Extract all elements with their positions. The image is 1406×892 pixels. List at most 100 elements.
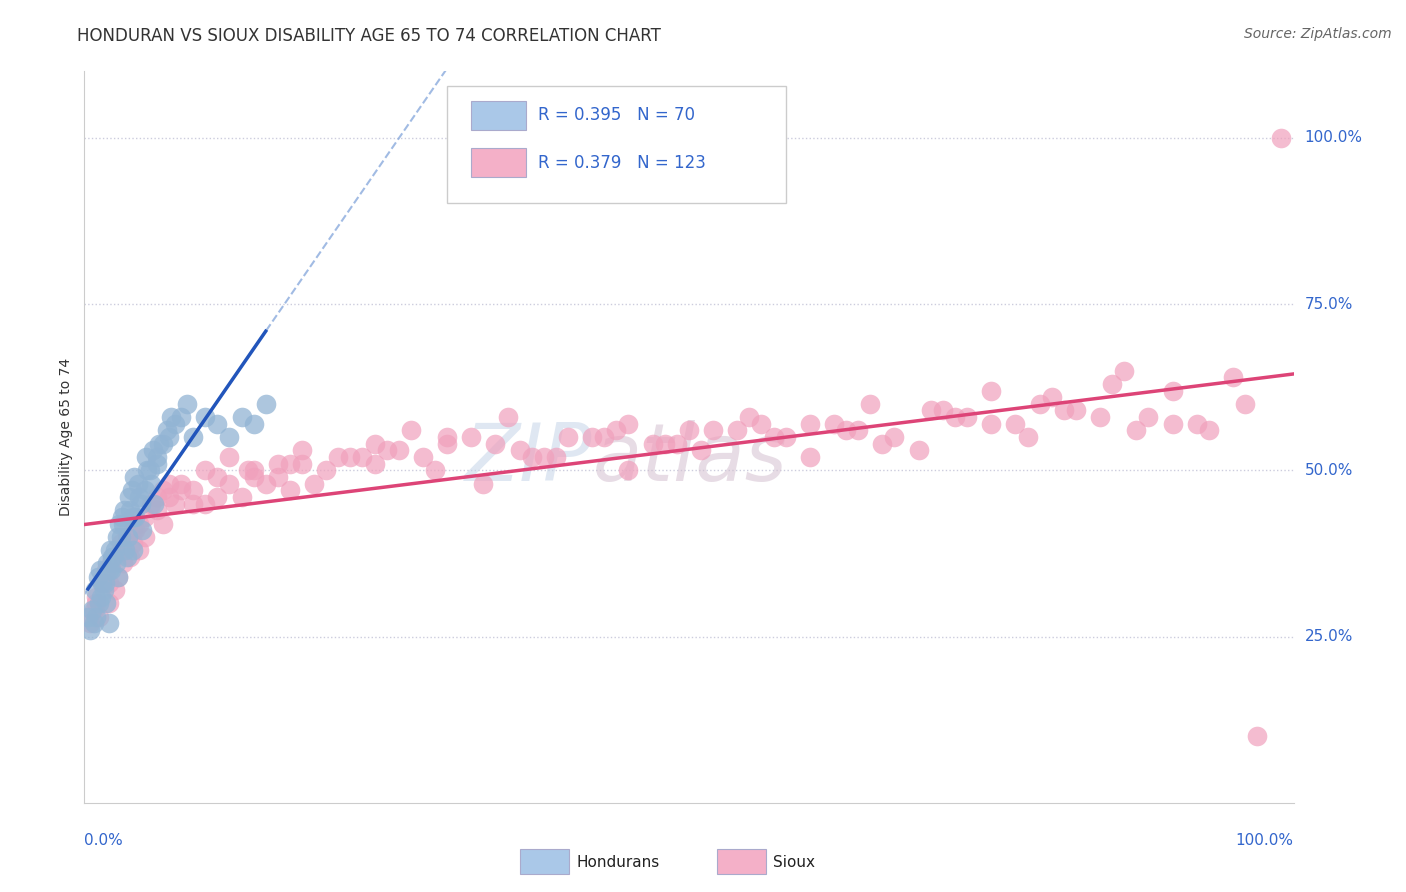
Point [665,436,688,450]
Point [460,430,482,444]
Point [1040,390,1063,404]
Point [157,476,180,491]
Text: HONDURAN VS SIOUX DISABILITY AGE 65 TO 74 CORRELATION CHART: HONDURAN VS SIOUX DISABILITY AGE 65 TO 7… [77,27,661,45]
Point [181,497,204,511]
Point [496,410,519,425]
Point [242,470,264,484]
Text: atlas: atlas [592,420,787,498]
Point [654,436,676,450]
Point [165,417,187,431]
Point [1137,410,1160,425]
Point [207,470,229,484]
Point [110,530,132,544]
Point [218,430,240,444]
Point [218,476,240,491]
Point [152,436,174,450]
Point [254,397,277,411]
Point [181,483,204,498]
Point [96,557,118,571]
Text: 100.0%: 100.0% [1236,833,1294,848]
Text: 75.0%: 75.0% [1305,297,1353,311]
Point [121,536,143,550]
Point [94,596,117,610]
Point [725,424,748,438]
Point [86,590,108,604]
Point [117,530,139,544]
Point [104,557,127,571]
Point [920,403,942,417]
Point [146,450,169,464]
Point [1028,397,1050,411]
Point [267,470,290,484]
Text: 25.0%: 25.0% [1305,629,1353,644]
Point [423,463,446,477]
Point [775,430,797,444]
Point [131,523,153,537]
Point [436,436,458,450]
Point [128,543,150,558]
Point [363,436,385,450]
Point [605,424,627,438]
Point [907,443,929,458]
Point [152,483,174,498]
Point [751,417,773,431]
Point [388,443,411,458]
Point [124,509,146,524]
Point [103,549,125,564]
Point [254,476,277,491]
Point [157,430,180,444]
Point [146,457,169,471]
Point [315,463,337,477]
Point [120,503,142,517]
Point [1004,417,1026,431]
Y-axis label: Disability Age 65 to 74: Disability Age 65 to 74 [59,358,73,516]
FancyBboxPatch shape [447,86,786,203]
Point [104,543,127,558]
Point [97,576,120,591]
Point [94,563,117,577]
Point [121,523,143,537]
FancyBboxPatch shape [471,148,526,178]
Point [1198,424,1220,438]
Point [118,490,141,504]
Point [157,490,180,504]
Point [93,582,115,597]
Point [472,476,495,491]
Point [1234,397,1257,411]
Point [872,436,894,450]
Point [136,463,159,477]
Point [399,424,422,438]
Text: R = 0.379   N = 123: R = 0.379 N = 123 [538,153,706,172]
Point [702,424,724,438]
Point [97,596,120,610]
Text: ZIP: ZIP [465,420,592,498]
Point [207,490,229,504]
Point [1161,384,1184,398]
Point [165,497,187,511]
Point [617,417,640,431]
Point [142,443,165,458]
Point [124,523,146,537]
Point [80,603,103,617]
Point [375,443,398,458]
Point [242,463,264,477]
Point [97,563,120,577]
Point [278,457,301,471]
Point [302,476,325,491]
Point [484,436,506,450]
Point [194,410,217,425]
Point [242,417,264,431]
Point [170,410,193,425]
Point [139,497,162,511]
Point [1101,376,1123,391]
Point [932,403,955,417]
Point [146,490,169,504]
Point [859,397,882,411]
Point [799,417,821,431]
Point [79,616,101,631]
Point [339,450,361,464]
Point [89,563,111,577]
Point [581,430,603,444]
Point [134,509,156,524]
Point [121,483,143,498]
